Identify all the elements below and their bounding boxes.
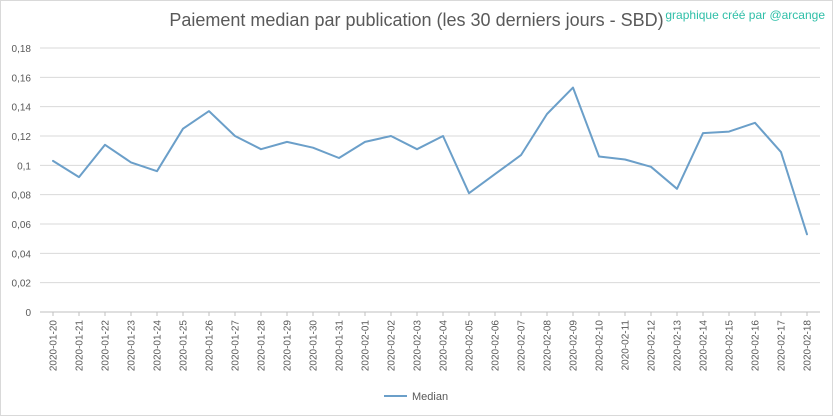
x-tick-label: 2020-02-15 bbox=[725, 320, 736, 372]
x-tick-label: 2020-02-07 bbox=[517, 320, 528, 372]
y-tick-label: 0,12 bbox=[12, 132, 32, 143]
watermark-text: graphique créé par @arcange bbox=[665, 8, 825, 22]
x-tick-label: 2020-01-29 bbox=[283, 320, 294, 372]
x-tick-label: 2020-02-09 bbox=[569, 320, 580, 372]
series-layer bbox=[52, 86, 808, 236]
y-tick-label: 0,14 bbox=[12, 103, 32, 114]
x-tick-label: 2020-01-30 bbox=[309, 320, 320, 372]
x-tick-label: 2020-01-22 bbox=[101, 320, 112, 372]
chart-title: Paiement median par publication (les 30 … bbox=[169, 10, 664, 30]
x-tick-label: 2020-01-25 bbox=[179, 320, 190, 372]
x-tick-label: 2020-02-01 bbox=[361, 320, 372, 372]
y-tick-label: 0,04 bbox=[12, 249, 32, 260]
x-tick-label: 2020-02-18 bbox=[803, 320, 814, 372]
legend-label: Median bbox=[412, 391, 448, 403]
legend: Median bbox=[384, 391, 448, 403]
y-tick-label: 0,08 bbox=[12, 191, 32, 202]
x-tick-label: 2020-02-06 bbox=[491, 320, 502, 372]
x-tick-label: 2020-02-16 bbox=[751, 320, 762, 372]
x-tick-label: 2020-02-13 bbox=[673, 320, 684, 372]
series-line-median bbox=[52, 86, 808, 236]
x-tick-label: 2020-02-04 bbox=[439, 320, 450, 372]
x-tick-label: 2020-02-08 bbox=[543, 320, 554, 372]
x-tick-label: 2020-02-03 bbox=[413, 320, 424, 372]
x-tick-label: 2020-02-11 bbox=[621, 320, 632, 371]
x-tick-label: 2020-01-26 bbox=[205, 320, 216, 372]
x-tick-label: 2020-01-21 bbox=[75, 320, 86, 372]
x-tick-label: 2020-01-27 bbox=[231, 320, 242, 372]
y-axis-ticks: 0 0,02 0,04 0,06 0,08 0,1 0,12 0,14 0,16 0,18 bbox=[12, 44, 32, 319]
x-tick-label: 2020-01-23 bbox=[127, 320, 138, 372]
x-tick-label: 2020-02-10 bbox=[595, 320, 606, 372]
x-tick-label: 2020-01-20 bbox=[49, 320, 60, 372]
x-tick-label: 2020-01-28 bbox=[257, 320, 268, 372]
gridlines bbox=[40, 47, 820, 313]
y-tick-label: 0 bbox=[25, 308, 31, 319]
x-tick-label: 2020-01-31 bbox=[335, 320, 346, 372]
x-tick-label: 2020-01-24 bbox=[153, 320, 164, 372]
x-tick-label: 2020-02-05 bbox=[465, 320, 476, 372]
x-tick-label: 2020-02-02 bbox=[387, 320, 398, 372]
y-tick-label: 0,16 bbox=[12, 73, 32, 84]
y-tick-label: 0,1 bbox=[17, 161, 31, 172]
x-tick-label: 2020-02-17 bbox=[777, 320, 788, 372]
x-tick-label: 2020-02-12 bbox=[647, 320, 658, 372]
y-tick-label: 0,06 bbox=[12, 220, 32, 231]
y-tick-label: 0,02 bbox=[12, 279, 32, 290]
x-tick-label: 2020-02-14 bbox=[699, 320, 710, 372]
y-tick-label: 0,18 bbox=[12, 44, 32, 55]
x-axis-ticks: 2020-01-20 2020-01-21 2020-01-22 2020-01-23… bbox=[49, 312, 814, 371]
